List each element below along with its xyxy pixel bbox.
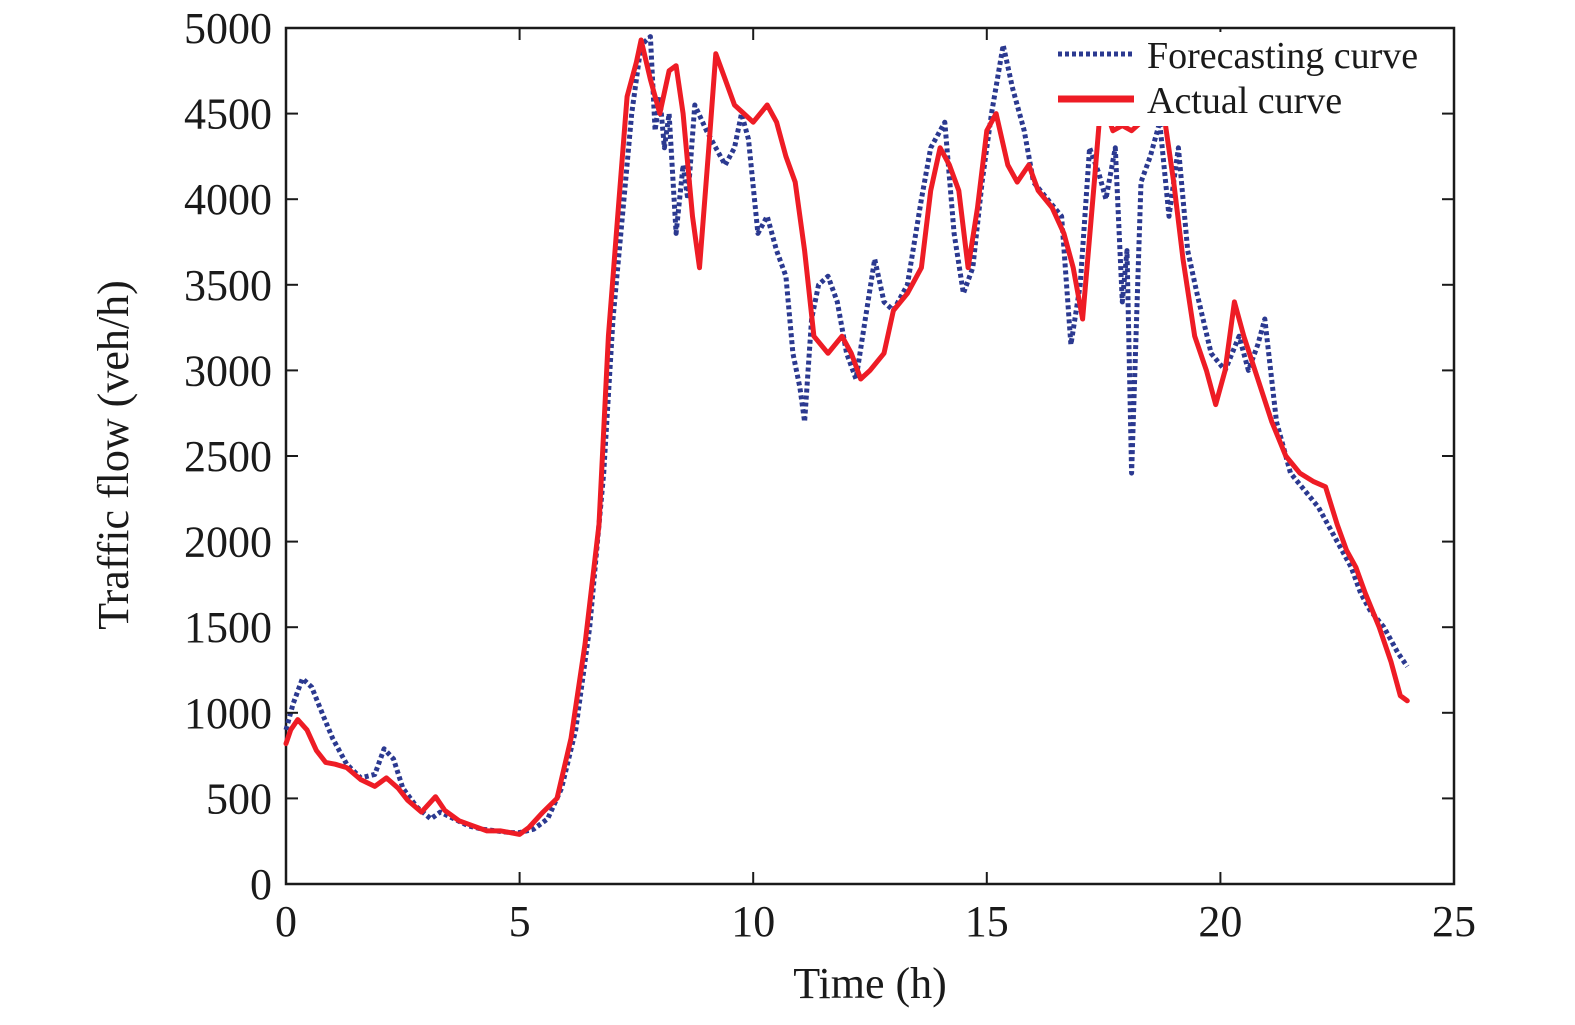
y-tick-label: 2500 — [184, 432, 272, 481]
x-tick-label: 15 — [965, 897, 1009, 946]
plot-frame — [284, 26, 1456, 886]
forecasting-curve-line — [283, 34, 1410, 836]
y-tick-label: 3500 — [184, 261, 272, 310]
y-tick-label: 3000 — [184, 346, 272, 395]
legend-box — [1053, 32, 1439, 126]
y-tick-label: 1500 — [184, 603, 272, 652]
legend-label: Actual curve — [1147, 80, 1342, 122]
y-axis-label: Traffic flow (veh/h) — [89, 280, 138, 630]
y-tick-label: 4500 — [184, 90, 272, 139]
y-tick-label: 2000 — [184, 518, 272, 567]
y-tick-label: 0 — [250, 860, 272, 909]
y-tick-label: 500 — [206, 774, 272, 823]
x-tick-label: 20 — [1198, 897, 1242, 946]
actual-curve-line — [283, 37, 1410, 837]
legend-label: Forecasting curve — [1147, 35, 1418, 77]
y-tick-label: 4000 — [184, 175, 272, 224]
x-tick-label: 10 — [731, 897, 775, 946]
x-tick-label: 25 — [1432, 897, 1476, 946]
y-tick-label: 1000 — [184, 689, 272, 738]
x-axis-label: Time (h) — [793, 959, 947, 1008]
x-tick-label: 0 — [275, 897, 297, 946]
y-tick-label: 5000 — [184, 4, 272, 53]
x-tick-label: 5 — [509, 897, 531, 946]
